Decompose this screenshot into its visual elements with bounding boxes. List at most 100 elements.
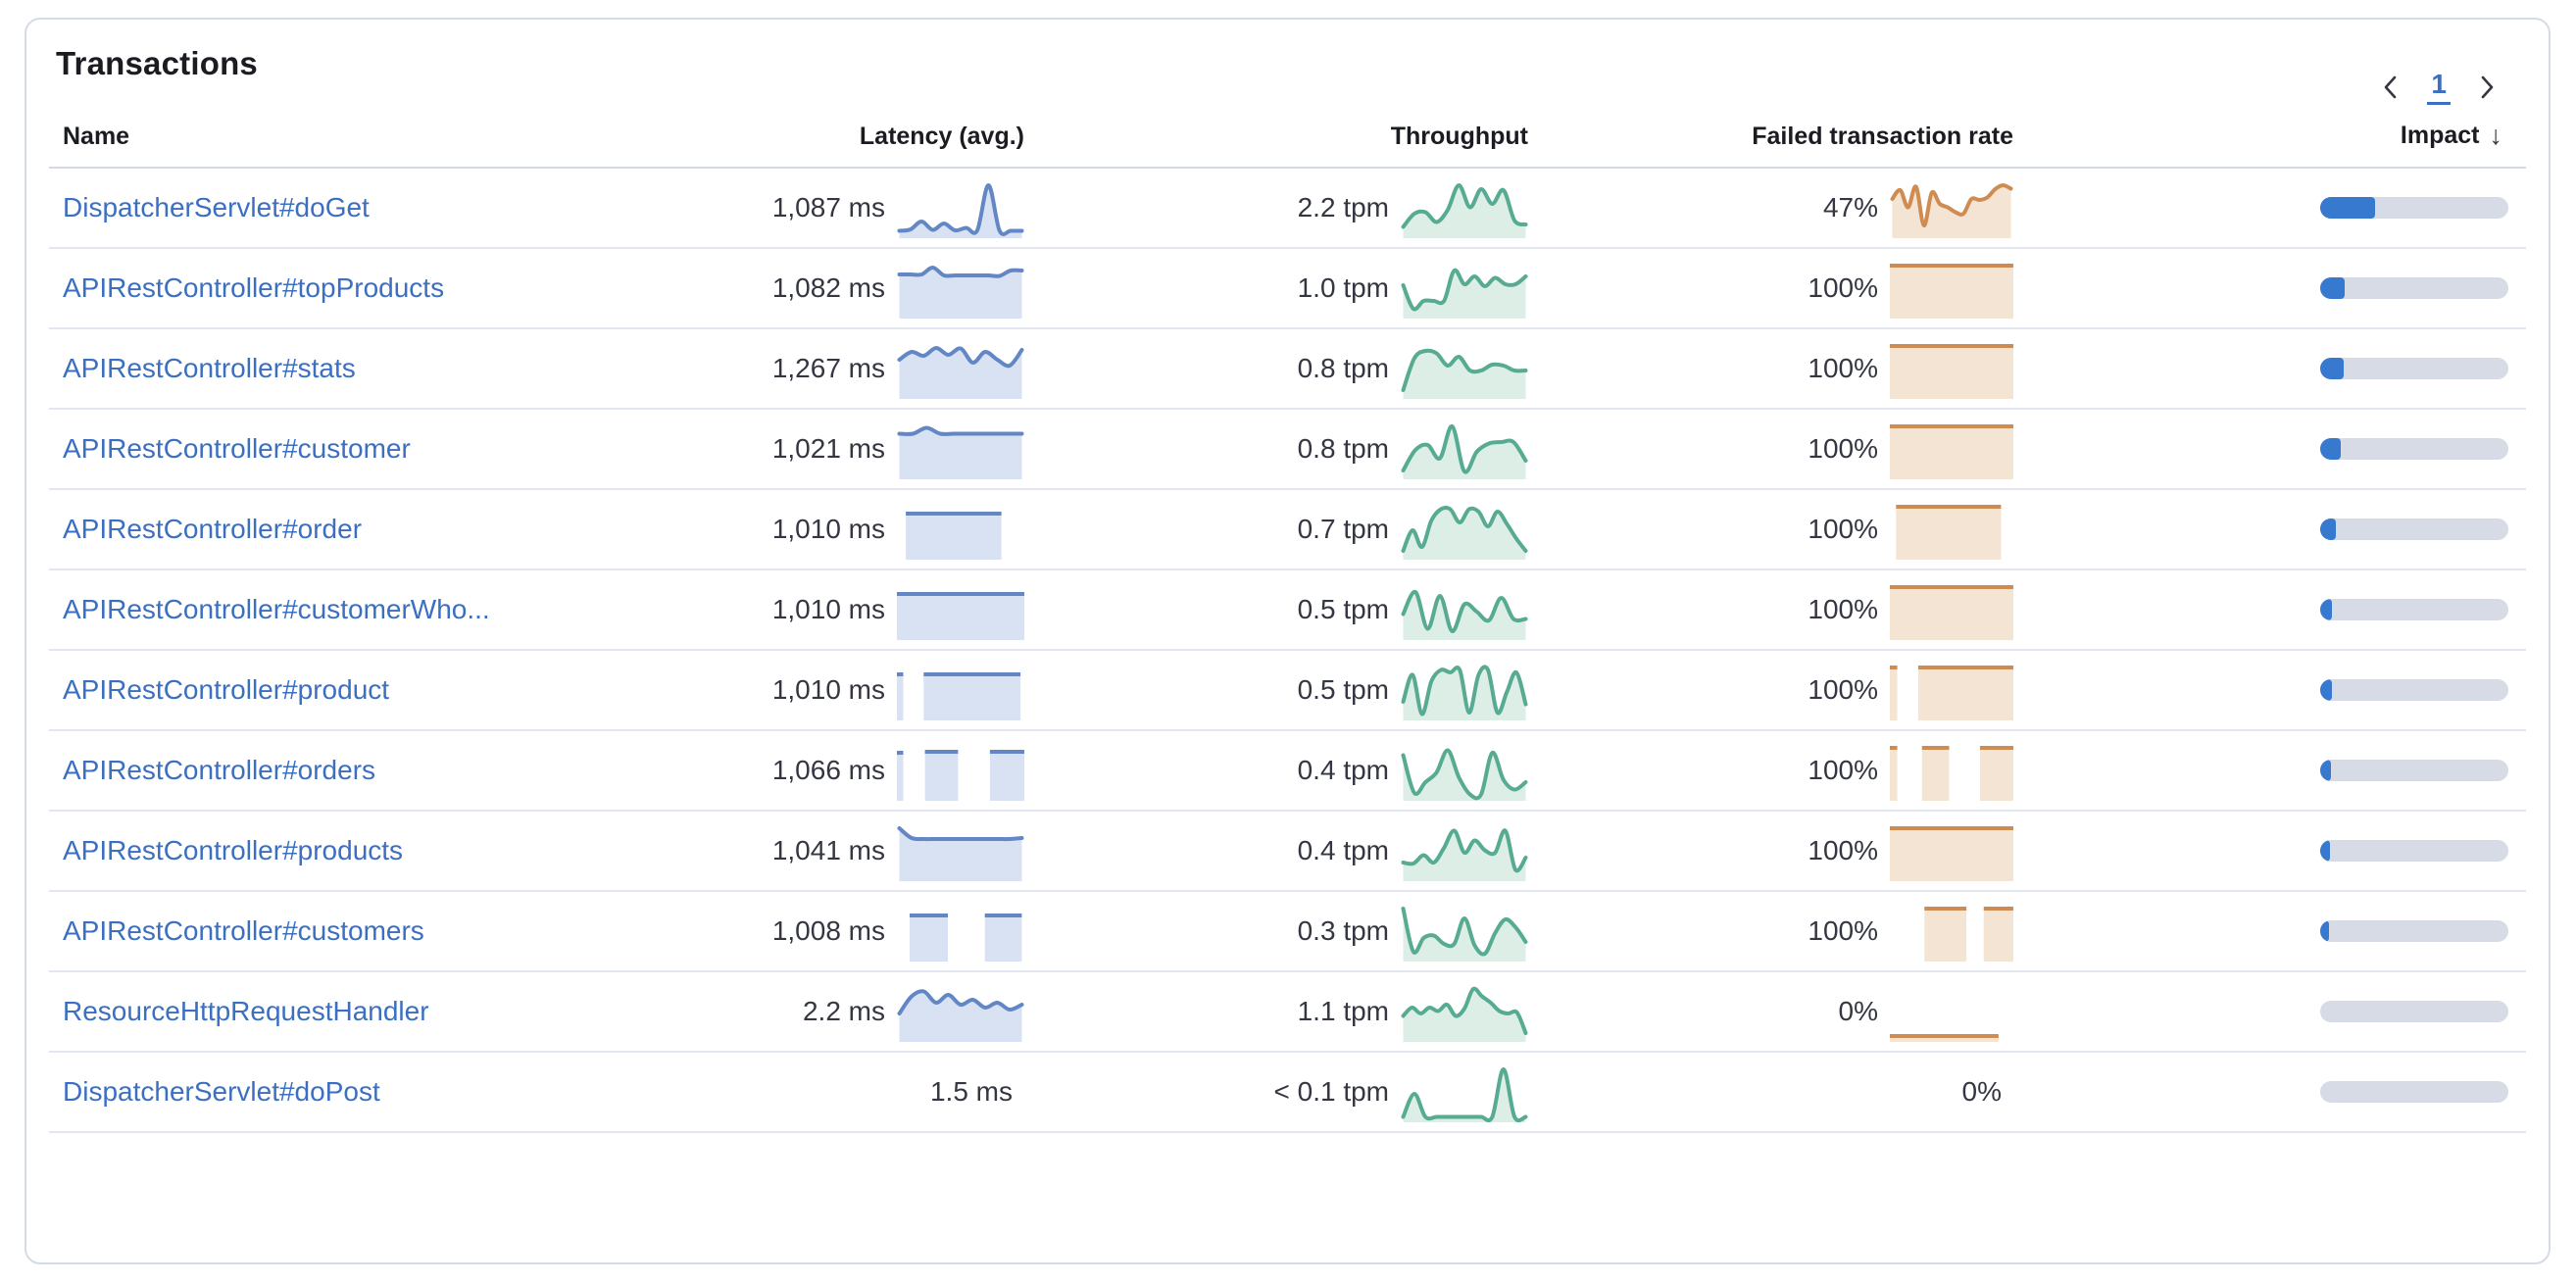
table-row: APIRestController#customerWho... 1,010 m… [49, 570, 2526, 651]
latency-value: 1,010 ms [771, 674, 885, 705]
impact-cell [2013, 438, 2526, 460]
impact-cell [2013, 358, 2526, 379]
failed-rate-cell: 100% [1528, 340, 2013, 399]
impact-bar-track [2320, 599, 2508, 620]
table-row: APIRestController#topProducts 1,082 ms 1… [49, 249, 2526, 329]
previous-page-button[interactable] [2374, 71, 2407, 104]
failed-rate-cell: 0% [1528, 1076, 2013, 1108]
transaction-link[interactable]: APIRestController#orders [63, 755, 376, 785]
transaction-link[interactable]: DispatcherServlet#doPost [63, 1076, 380, 1107]
failed-rate-cell: 100% [1528, 420, 2013, 479]
throughput-value: 0.4 tpm [1297, 755, 1389, 785]
column-header-failed-rate[interactable]: Failed transaction rate [1752, 123, 2013, 150]
latency-cell: 1,008 ms [593, 903, 1024, 962]
transaction-link[interactable]: APIRestController#product [63, 674, 390, 705]
next-page-button[interactable] [2470, 71, 2503, 104]
latency-cell: 1,010 ms [593, 581, 1024, 640]
throughput-sparkline [1401, 263, 1528, 320]
column-header-impact[interactable]: Impact ↓ [2013, 121, 2526, 151]
transaction-link[interactable]: APIRestController#order [63, 514, 363, 544]
impact-bar-track [2320, 679, 2508, 701]
throughput-sparkline [1401, 423, 1528, 480]
throughput-cell: 0.8 tpm [1024, 420, 1528, 480]
failed-rate-cell: 100% [1528, 822, 2013, 881]
impact-cell [2013, 760, 2526, 781]
latency-cell: 1,010 ms [593, 662, 1024, 720]
impact-bar-fill [2320, 599, 2333, 620]
table-row: APIRestController#products 1,041 ms 0.4 … [49, 812, 2526, 892]
failed-rate-sparkline [1890, 906, 2013, 963]
name-cell: APIRestController#topProducts [49, 272, 593, 304]
transaction-link[interactable]: DispatcherServlet#doGet [63, 192, 370, 222]
failed-rate-cell: 100% [1528, 662, 2013, 720]
latency-sparkline [897, 263, 1024, 320]
table-row: APIRestController#order 1,010 ms 0.7 tpm… [49, 490, 2526, 570]
table-row: ResourceHttpRequestHandler 2.2 ms 1.1 tp… [49, 972, 2526, 1053]
latency-value: 1,267 ms [771, 353, 885, 383]
latency-value: 1,010 ms [771, 594, 885, 624]
impact-cell [2013, 1001, 2526, 1022]
latency-value: 1,010 ms [771, 514, 885, 544]
pagination: 1 [26, 69, 2549, 105]
throughput-cell: 1.0 tpm [1024, 260, 1528, 320]
impact-cell [2013, 840, 2526, 862]
latency-cell: 1,041 ms [593, 822, 1024, 882]
impact-cell [2013, 679, 2526, 701]
impact-bar-fill [2320, 920, 2330, 942]
impact-bar-track [2320, 358, 2508, 379]
throughput-sparkline [1401, 986, 1528, 1043]
failed-rate-cell: 100% [1528, 501, 2013, 560]
transactions-card: Transactions Name Latency (avg.) Through… [25, 18, 2551, 1264]
name-cell: APIRestController#orders [49, 755, 593, 786]
latency-sparkline [897, 343, 1024, 400]
impact-bar-fill [2320, 679, 2332, 701]
transaction-link[interactable]: APIRestController#topProducts [63, 272, 445, 303]
impact-cell [2013, 519, 2526, 540]
name-cell: ResourceHttpRequestHandler [49, 996, 593, 1027]
column-header-latency[interactable]: Latency (avg.) [859, 123, 1024, 150]
latency-cell: 1,066 ms [593, 742, 1024, 801]
latency-value: 1,041 ms [771, 835, 885, 865]
latency-cell: 1,082 ms [593, 260, 1024, 320]
transactions-table: Name Latency (avg.) Throughput Failed tr… [49, 102, 2526, 1133]
page-number-1[interactable]: 1 [2427, 69, 2451, 105]
failed-rate-sparkline [1890, 182, 2013, 239]
transaction-link[interactable]: APIRestController#customers [63, 915, 424, 946]
throughput-value: 1.0 tpm [1297, 272, 1389, 303]
impact-bar-track [2320, 760, 2508, 781]
transaction-link[interactable]: APIRestController#customer [63, 433, 411, 464]
failed-rate-sparkline [1890, 745, 2013, 802]
name-cell: DispatcherServlet#doGet [49, 192, 593, 223]
impact-bar-fill [2320, 840, 2330, 862]
throughput-value: 2.2 tpm [1297, 192, 1389, 222]
throughput-sparkline [1401, 584, 1528, 641]
failed-rate-sparkline [1890, 263, 2013, 320]
throughput-cell: 2.2 tpm [1024, 179, 1528, 239]
failed-rate-cell: 100% [1528, 581, 2013, 640]
table-body: DispatcherServlet#doGet 1,087 ms 2.2 tpm… [49, 169, 2526, 1133]
throughput-cell: 1.1 tpm [1024, 983, 1528, 1043]
latency-value: 1,008 ms [771, 915, 885, 946]
impact-bar-track [2320, 920, 2508, 942]
latency-sparkline [897, 504, 1024, 561]
failed-rate-value: 100% [1808, 272, 1878, 303]
transaction-link[interactable]: APIRestController#products [63, 835, 404, 865]
latency-cell: 2.2 ms [593, 983, 1024, 1042]
failed-rate-value: 100% [1808, 835, 1878, 865]
failed-rate-value: 100% [1808, 755, 1878, 785]
transaction-link[interactable]: ResourceHttpRequestHandler [63, 996, 429, 1026]
column-header-throughput[interactable]: Throughput [1390, 123, 1528, 150]
transaction-link[interactable]: APIRestController#stats [63, 353, 356, 383]
table-row: DispatcherServlet#doPost 1.5 ms < 0.1 tp… [49, 1053, 2526, 1133]
throughput-sparkline [1401, 182, 1528, 239]
impact-bar-track [2320, 519, 2508, 540]
impact-bar-fill [2320, 358, 2344, 379]
latency-sparkline [897, 825, 1024, 882]
impact-bar-track [2320, 277, 2508, 299]
throughput-sparkline [1401, 665, 1528, 721]
column-header-name[interactable]: Name [63, 123, 130, 150]
latency-value: 1.5 ms [929, 1076, 1013, 1107]
transaction-link[interactable]: APIRestController#customerWho... [63, 594, 490, 624]
failed-rate-cell: 100% [1528, 260, 2013, 320]
chevron-left-icon [2385, 75, 2397, 98]
